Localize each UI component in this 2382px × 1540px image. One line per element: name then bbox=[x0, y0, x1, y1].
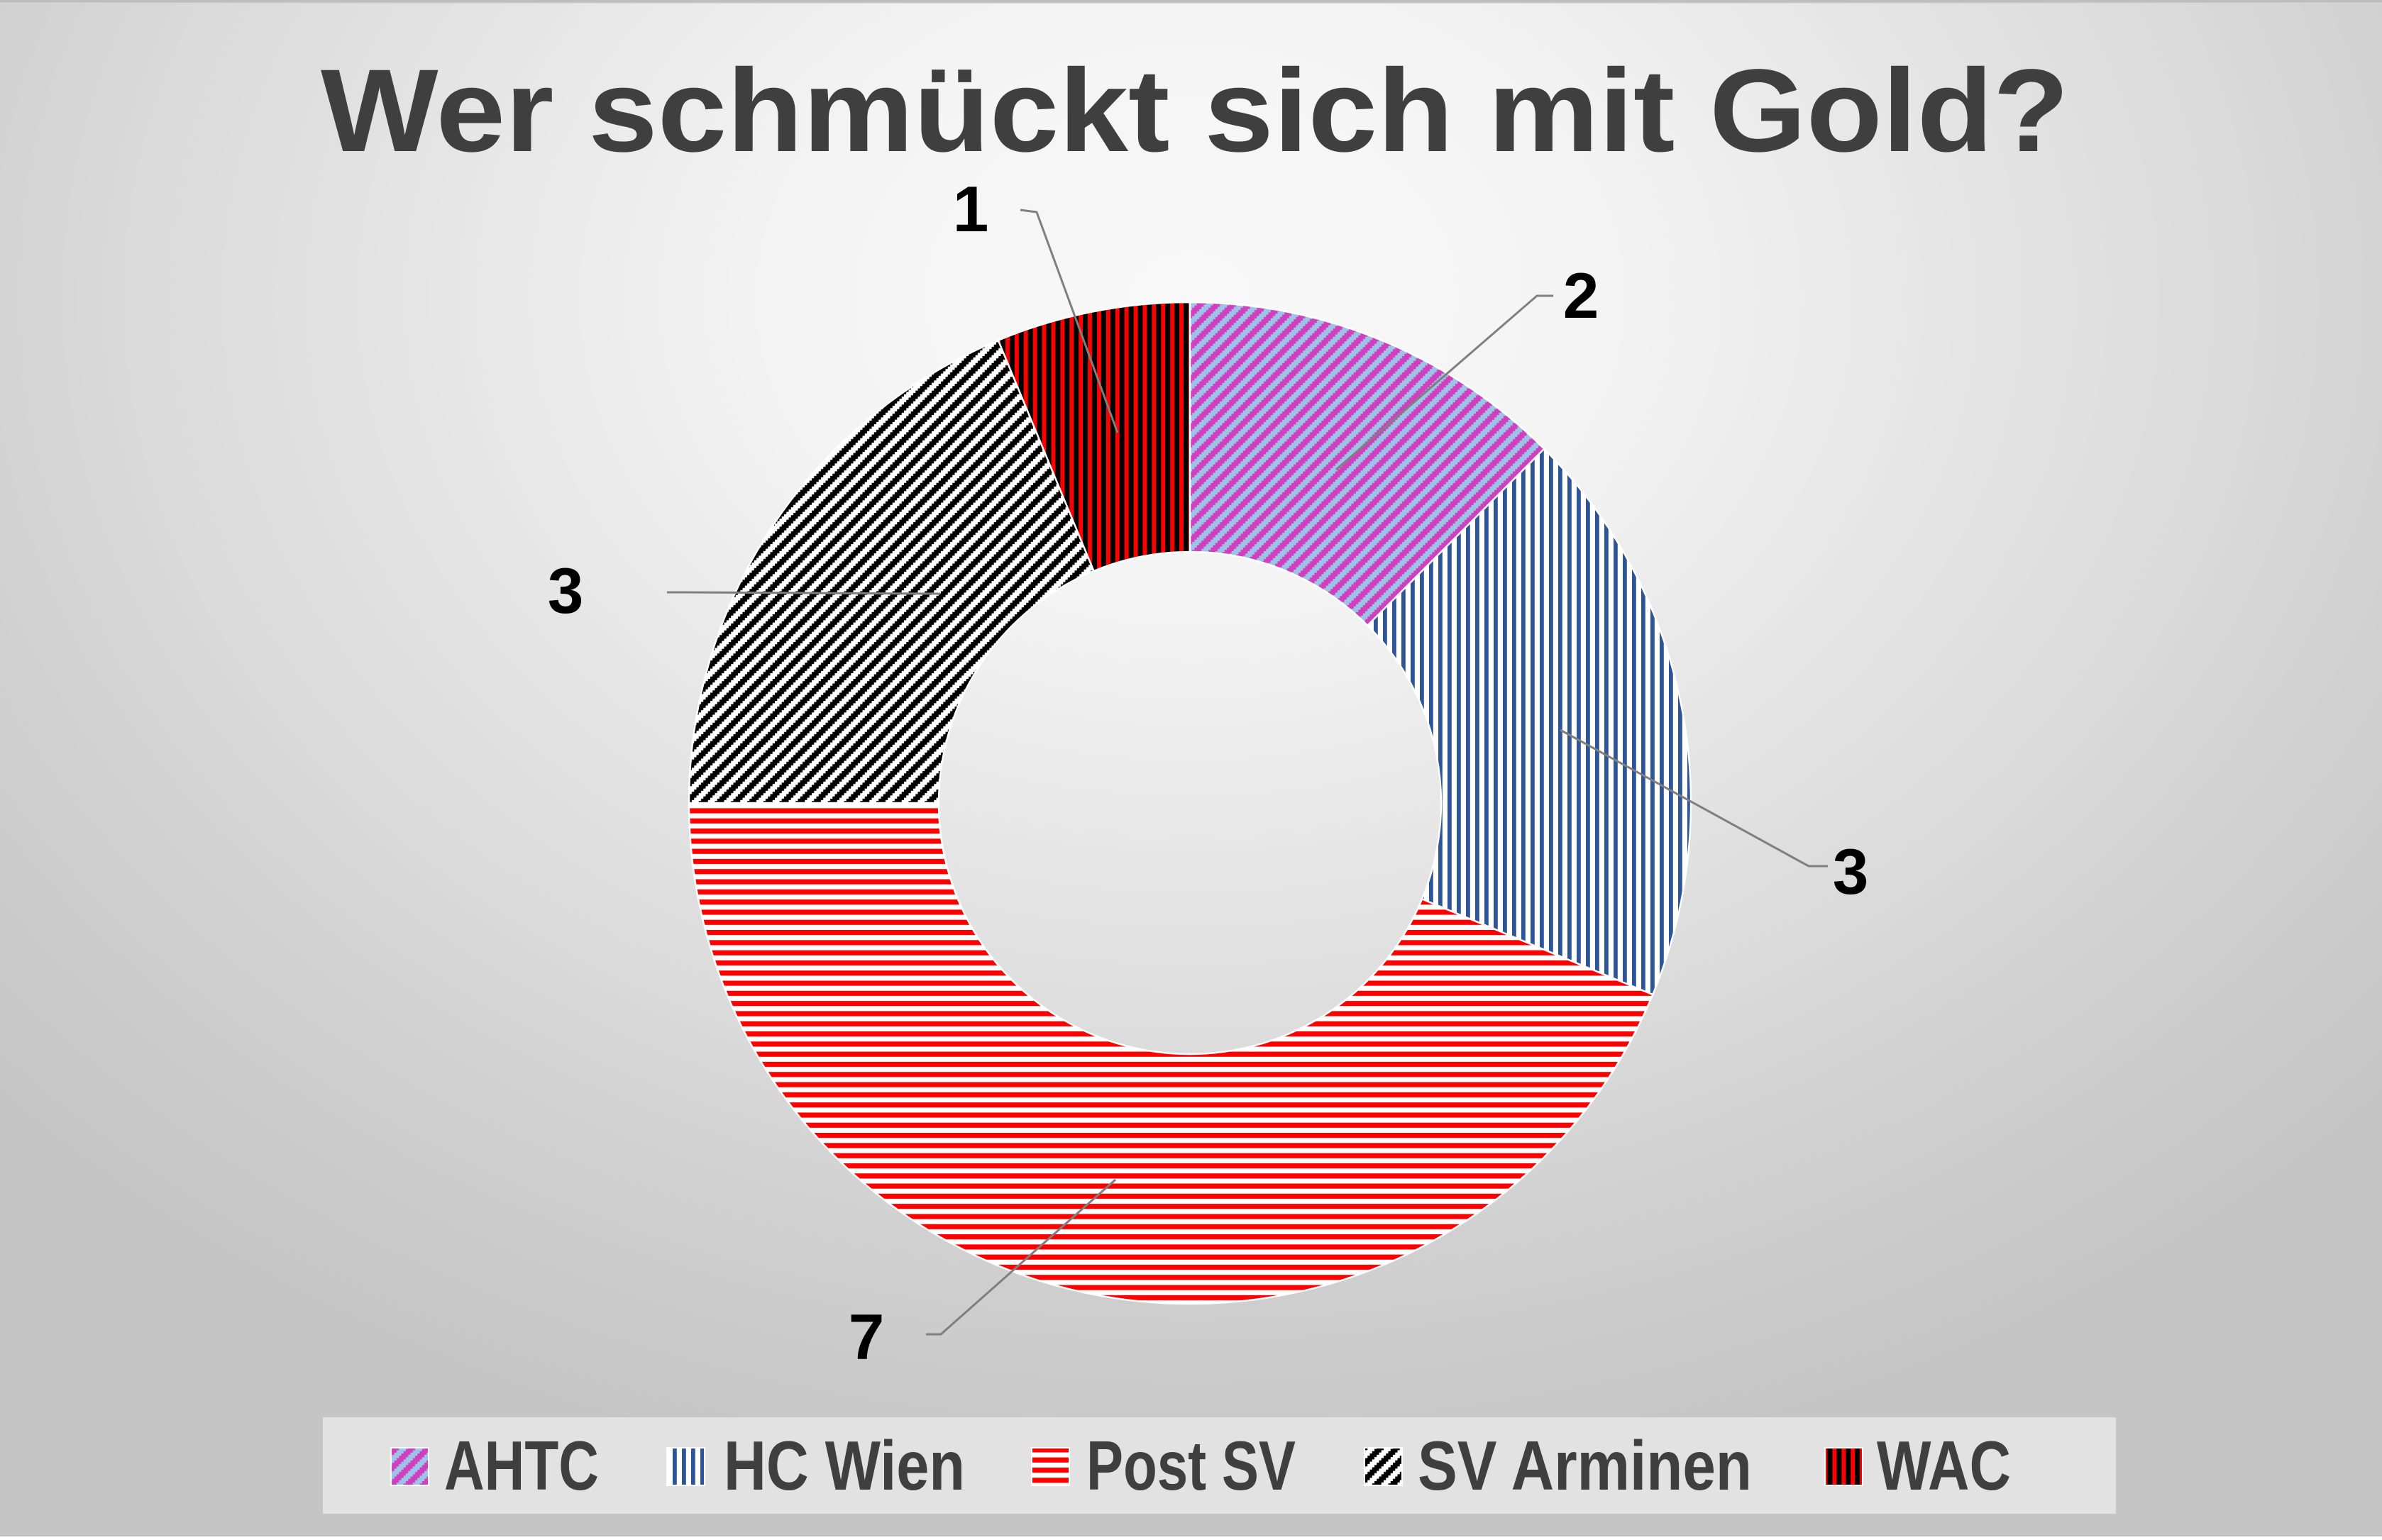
svg-text:WAC: WAC bbox=[1877, 1427, 2011, 1505]
svg-text:SV Arminen: SV Arminen bbox=[1418, 1427, 1752, 1505]
svg-text:HC Wien: HC Wien bbox=[724, 1427, 965, 1505]
svg-text:Wer schmückt sich mit Gold?: Wer schmückt sich mit Gold? bbox=[321, 45, 2069, 177]
svg-text:3: 3 bbox=[1833, 836, 1869, 908]
svg-text:Post SV: Post SV bbox=[1086, 1427, 1296, 1505]
svg-text:2: 2 bbox=[1563, 260, 1599, 332]
svg-text:3: 3 bbox=[548, 555, 584, 627]
svg-text:7: 7 bbox=[849, 1302, 885, 1373]
svg-text:AHTC: AHTC bbox=[444, 1427, 599, 1505]
svg-text:1: 1 bbox=[953, 174, 989, 245]
